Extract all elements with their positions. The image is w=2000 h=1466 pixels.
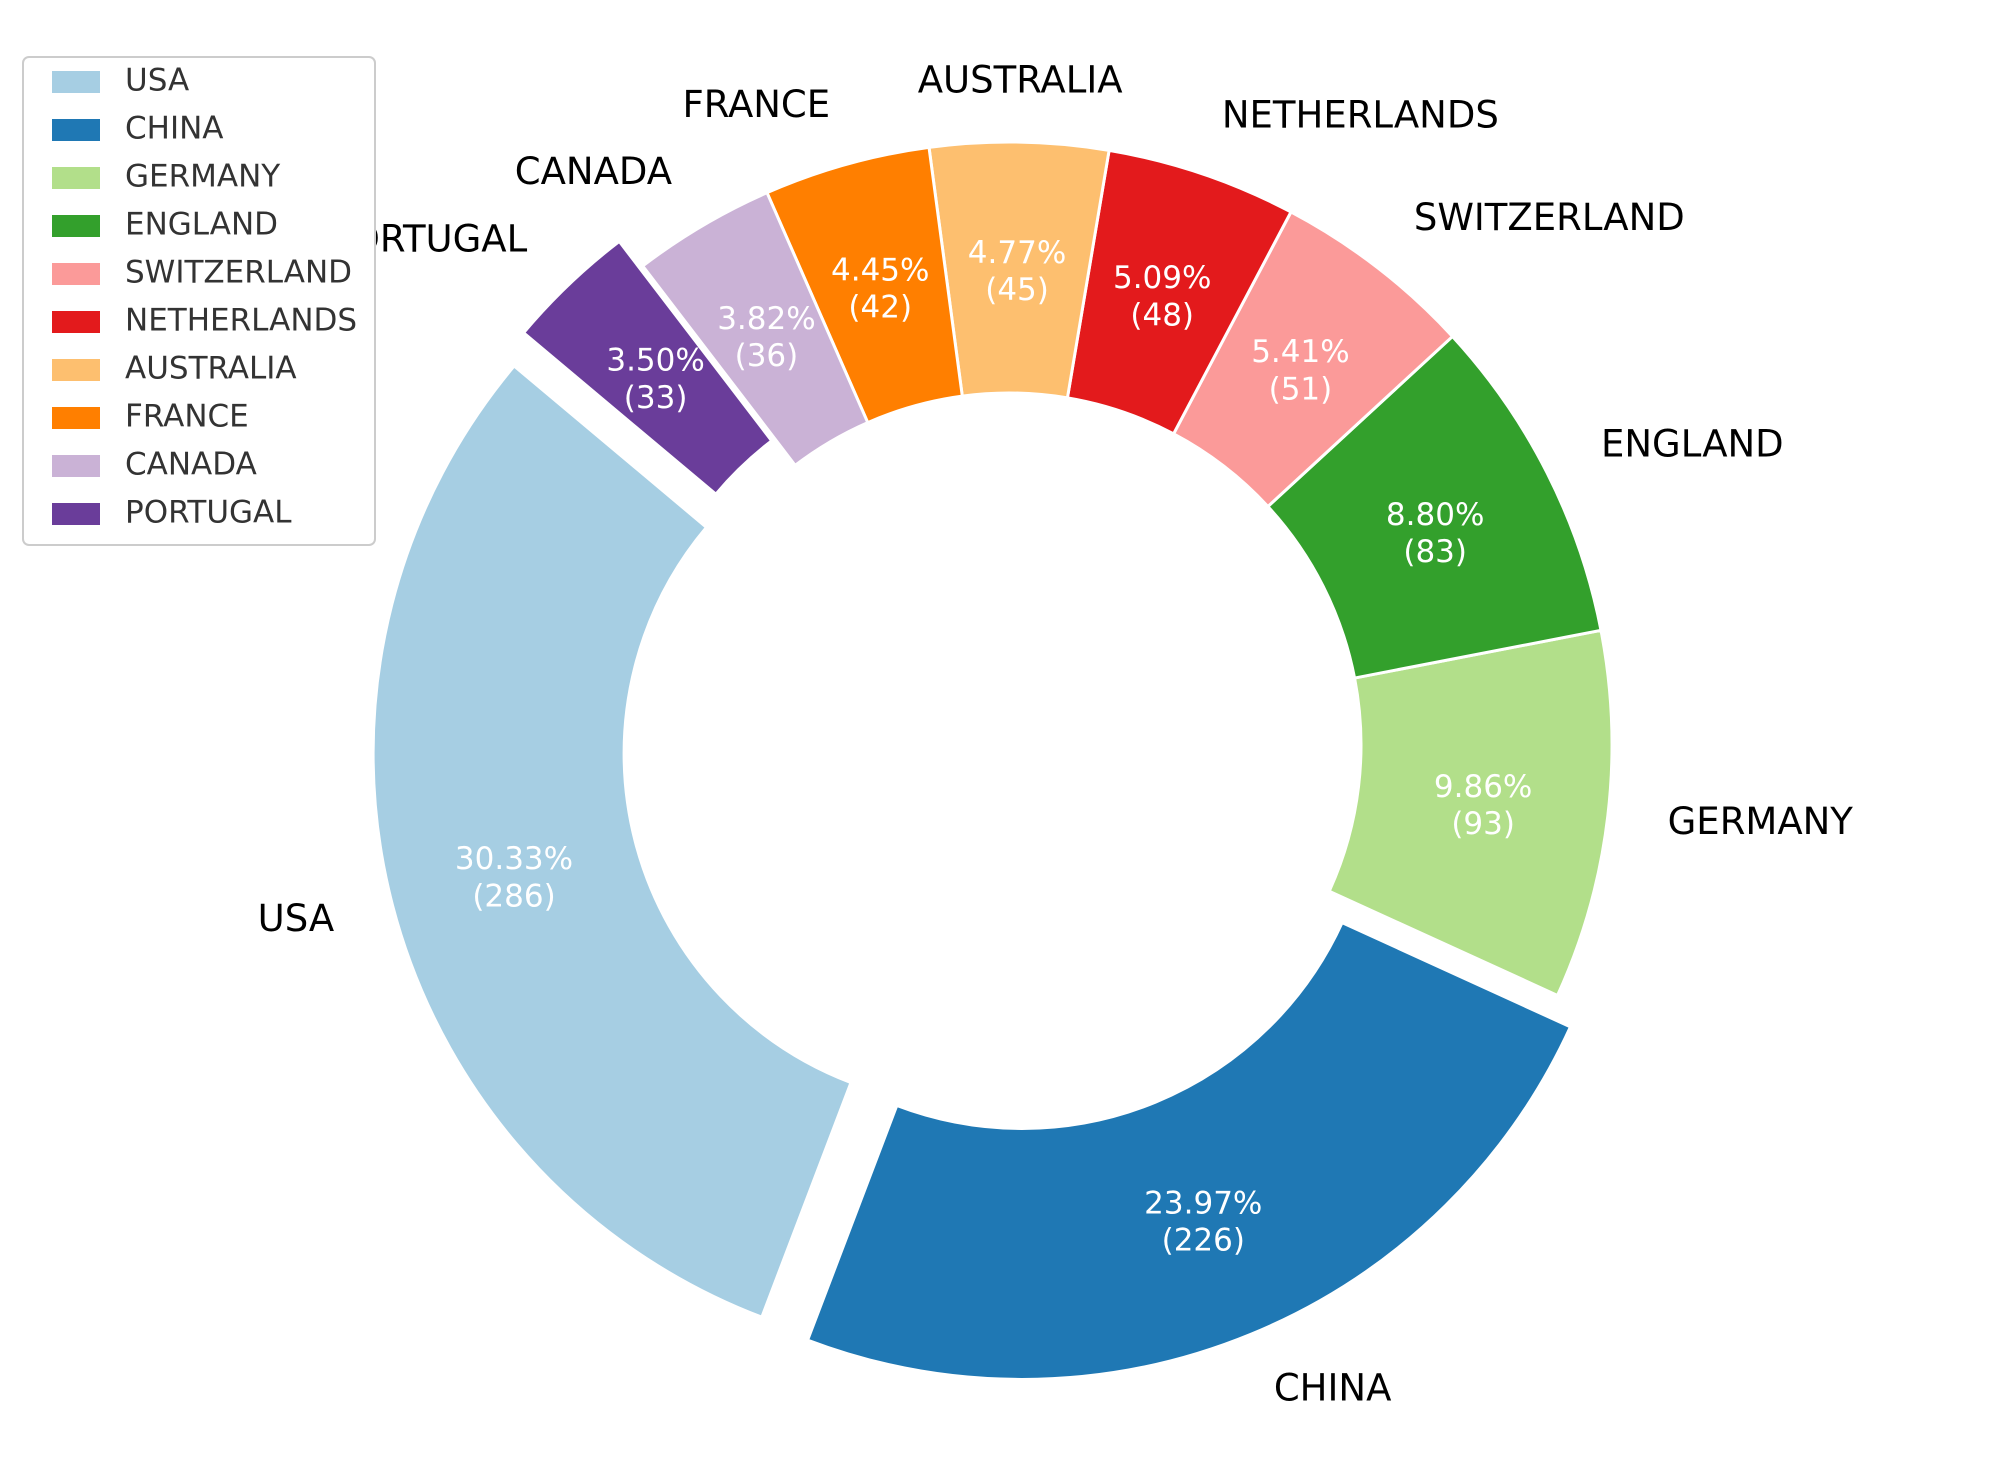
category-label-china: CHINA <box>1274 1367 1392 1410</box>
category-label-netherlands: NETHERLANDS <box>1222 93 1499 136</box>
slice-category-labels: USA CHINA GERMANY ENGLAND SWITZERLAND NETHERL… <box>258 58 1854 1409</box>
category-label-germany: GERMANY <box>1668 800 1854 843</box>
legend: USA CHINA GERMANY ENGLAND SWITZERLAND NETHERL… <box>22 56 376 546</box>
legend-label-portugal: PORTUGAL <box>125 495 292 531</box>
value-label-portugal: 3.50% (33) <box>606 343 704 416</box>
legend-label-canada: CANADA <box>125 447 257 483</box>
legend-frame <box>22 56 376 546</box>
legend-label-australia: AUSTRALIA <box>125 351 297 387</box>
value-label-switzerland: 5.41% (51) <box>1251 334 1349 407</box>
category-label-australia: AUSTRALIA <box>918 58 1123 101</box>
legend-items: USA CHINA GERMANY ENGLAND SWITZERLAND NETHERL… <box>52 63 357 531</box>
legend-swatch-netherlands <box>52 311 100 333</box>
legend-label-france: FRANCE <box>125 399 249 435</box>
legend-swatch-china <box>52 119 100 141</box>
slice-usa <box>371 363 853 1320</box>
value-label-usa: 30.33% (286) <box>455 841 573 914</box>
slice-portugal <box>521 239 774 497</box>
category-label-france: FRANCE <box>682 83 830 126</box>
legend-swatch-canada <box>52 455 100 477</box>
slice-china <box>805 920 1573 1381</box>
category-label-canada: CANADA <box>515 150 672 193</box>
legend-swatch-switzerland <box>52 263 100 285</box>
legend-swatch-germany <box>52 167 100 189</box>
donut-slices <box>371 140 1614 1381</box>
legend-label-usa: USA <box>125 63 189 99</box>
value-label-england: 8.80% (83) <box>1386 497 1484 570</box>
legend-label-china: CHINA <box>125 111 224 147</box>
category-label-england: ENGLAND <box>1601 422 1784 465</box>
slice-canada <box>640 190 870 468</box>
legend-swatch-usa <box>52 71 100 93</box>
category-label-switzerland: SWITZERLAND <box>1414 196 1685 239</box>
legend-swatch-australia <box>52 359 100 381</box>
value-label-china: 23.97% (226) <box>1144 1186 1262 1259</box>
legend-swatch-portugal <box>52 503 100 525</box>
legend-label-netherlands: NETHERLANDS <box>125 303 357 339</box>
value-label-canada: 3.82% (36) <box>717 301 815 374</box>
slice-germany <box>1327 628 1614 998</box>
value-label-australia: 4.77% (45) <box>968 235 1066 308</box>
value-label-france: 4.45% (42) <box>831 253 929 326</box>
legend-swatch-england <box>52 215 100 237</box>
value-label-germany: 9.86% (93) <box>1434 769 1532 842</box>
slice-value-labels: 30.33% (286) 23.97% (226) 9.86% (93) 8.80% (83)… <box>455 235 1532 1259</box>
category-label-usa: USA <box>258 897 335 940</box>
legend-swatch-france <box>52 407 100 429</box>
legend-label-switzerland: SWITZERLAND <box>125 255 352 291</box>
legend-label-germany: GERMANY <box>125 159 280 195</box>
value-label-netherlands: 5.09% (48) <box>1113 260 1211 333</box>
legend-label-england: ENGLAND <box>125 207 278 243</box>
